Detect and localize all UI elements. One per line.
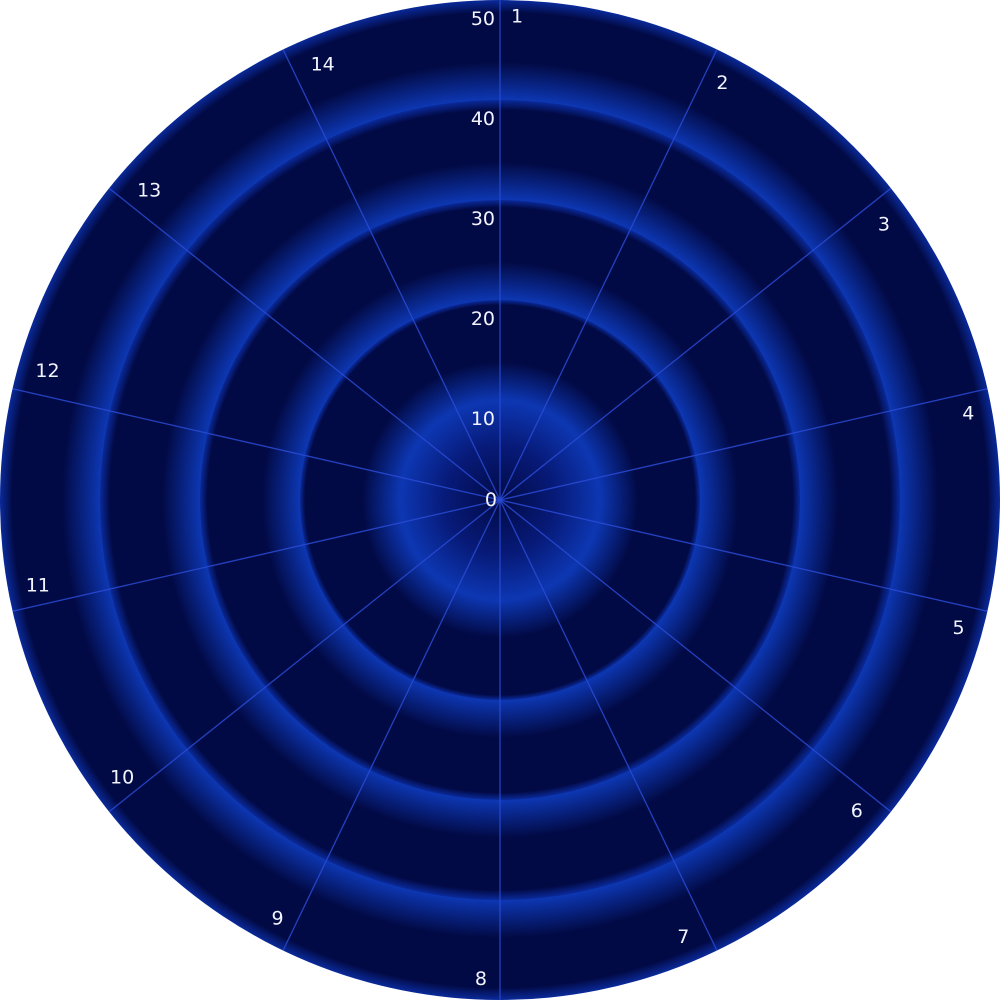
category-label-6: 6	[851, 800, 863, 822]
radial-tick-label-50: 50	[471, 8, 495, 30]
category-label-4: 4	[962, 403, 974, 425]
spoke-5	[499, 499, 988, 612]
spoke-11	[12, 499, 501, 612]
category-label-12: 12	[35, 360, 59, 382]
spoke-3	[499, 187, 892, 501]
category-label-5: 5	[953, 617, 965, 639]
spoke-4	[499, 388, 988, 501]
category-label-7: 7	[677, 926, 689, 948]
category-label-10: 10	[110, 766, 134, 788]
radial-tick-label-30: 30	[471, 208, 495, 230]
spoke-12	[12, 388, 501, 501]
category-label-3: 3	[878, 213, 890, 235]
spoke-6	[499, 499, 892, 813]
category-label-13: 13	[137, 179, 161, 201]
spoke-7	[499, 499, 718, 951]
angular-gridlines	[12, 0, 988, 1000]
category-label-11: 11	[26, 575, 50, 597]
category-label-8: 8	[475, 968, 487, 990]
radial-tick-label-10: 10	[471, 408, 495, 430]
radial-tick-labels: 0 10 20 30 40 50	[471, 8, 497, 511]
spoke-13	[108, 187, 501, 501]
spoke-2	[499, 49, 718, 501]
category-label-14: 14	[311, 53, 335, 75]
category-label-1: 1	[511, 6, 523, 28]
radial-tick-label-40: 40	[471, 108, 495, 130]
category-label-2: 2	[716, 72, 728, 94]
spoke-14	[282, 49, 501, 501]
spoke-9	[282, 499, 501, 951]
radial-tick-label-20: 20	[471, 308, 495, 330]
spoke-10	[108, 499, 501, 813]
category-label-9: 9	[272, 907, 284, 929]
radial-tick-label-0: 0	[485, 489, 497, 511]
